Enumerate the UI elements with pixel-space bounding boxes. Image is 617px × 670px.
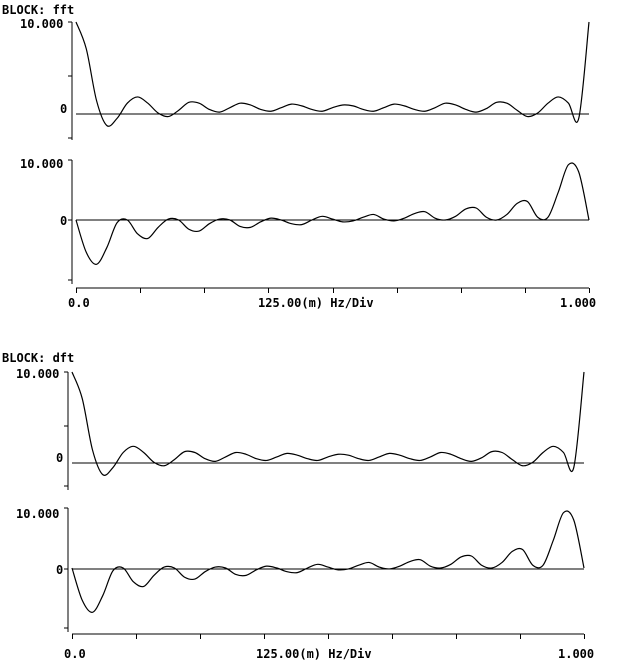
x-axis: 0.0 125.00(m) Hz/Div 1.000 bbox=[64, 633, 594, 661]
x-start-label: 0.0 bbox=[64, 647, 86, 661]
block-dft: BLOCK: dft 10.000 0 10.000 0 0.0 125.0 bbox=[2, 351, 594, 661]
x-end-label: 1.000 bbox=[560, 296, 596, 310]
x-axis: 0.0 125.00(m) Hz/Div 1.000 bbox=[68, 287, 596, 310]
y-top-label: 10.000 bbox=[16, 507, 59, 521]
series-line bbox=[71, 510, 585, 613]
series-line bbox=[75, 21, 590, 127]
series-line bbox=[75, 162, 590, 265]
y-zero-label: 0 bbox=[56, 451, 63, 465]
y-zero-label: 0 bbox=[60, 214, 67, 228]
x-div-label: 125.00(m) Hz/Div bbox=[256, 647, 372, 661]
y-top-label: 10.000 bbox=[20, 157, 63, 171]
panel-fft-real: 10.000 0 bbox=[20, 17, 590, 140]
series-line bbox=[71, 371, 585, 476]
panel-dft-imag: 10.000 0 bbox=[16, 507, 585, 632]
y-zero-label: 0 bbox=[56, 563, 63, 577]
panel-dft-real: 10.000 0 bbox=[16, 367, 585, 490]
x-div-label: 125.00(m) Hz/Div bbox=[258, 296, 374, 310]
panel-fft-imag: 10.000 0 bbox=[20, 157, 590, 284]
y-top-label: 10.000 bbox=[16, 367, 59, 381]
x-start-label: 0.0 bbox=[68, 296, 90, 310]
block-title: BLOCK: dft bbox=[2, 351, 74, 365]
block-fft: BLOCK: fft 10.000 0 10.000 0 bbox=[2, 3, 596, 310]
y-top-label: 10.000 bbox=[20, 17, 63, 31]
block-title: BLOCK: fft bbox=[2, 3, 74, 17]
y-zero-label: 0 bbox=[60, 102, 67, 116]
x-end-label: 1.000 bbox=[558, 647, 594, 661]
